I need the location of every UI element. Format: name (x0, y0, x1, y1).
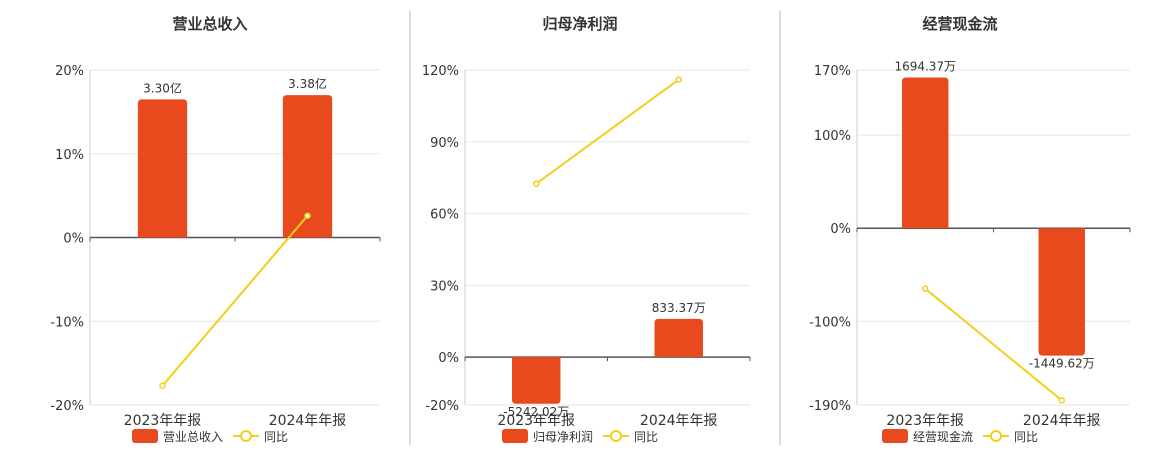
y-tick-label: 90% (430, 136, 459, 151)
yoy-point (533, 180, 540, 187)
x-tick-label: 2024年年报 (269, 413, 347, 429)
bar (282, 95, 333, 238)
y-tick-label: 30% (430, 279, 459, 294)
yoy-line (161, 215, 309, 387)
bar (902, 77, 949, 229)
x-tick-label: 2023年年报 (497, 413, 575, 429)
y-tick-label: 60% (430, 208, 459, 223)
y-tick-label: -10% (50, 315, 84, 330)
bar-value-label: -1449.62万 (1029, 357, 1095, 371)
bar (654, 318, 703, 358)
legend-bar-label: 经营现金流 (913, 429, 973, 444)
bar-value-label: 1694.37万 (894, 59, 956, 73)
legend-line-marker (990, 430, 1002, 442)
bar-value-label: 3.30亿 (143, 80, 182, 95)
legend: 经营现金流 同比 (882, 429, 1038, 444)
legend-line-label: 同比 (634, 430, 658, 444)
legend-line-marker (610, 430, 622, 442)
yoy-line (535, 78, 680, 185)
chart-panel-2: 归母净利润 120% 90% 60% 30% 0% -20% 2023年年报 2024年年报 -5… (422, 15, 751, 444)
yoy-point (159, 382, 166, 389)
legend-line-marker (240, 430, 252, 442)
y-tick-label: 120% (422, 64, 459, 79)
chart-title: 营业总收入 (172, 15, 247, 33)
legend-bar-swatch (132, 429, 158, 443)
y-tick-label: -100% (809, 315, 851, 330)
chart-title: 归母净利润 (542, 15, 617, 33)
chart-panel-1: 营业总收入 20% 10% 0% -10% -20% 2023年年报 2024年年报 3.30亿… (50, 15, 381, 444)
y-tick-label: 0% (63, 232, 84, 247)
legend: 归母净利润 同比 (502, 429, 658, 444)
y-tick-label: 0% (830, 222, 851, 237)
bar (137, 99, 188, 238)
x-tick-label: 2023年年报 (886, 413, 964, 429)
y-tick-label: -190% (809, 399, 851, 414)
bar-value-label: 833.37万 (652, 301, 706, 315)
legend-bar-swatch (882, 429, 908, 443)
y-tick-label: 100% (814, 129, 851, 144)
chart-panel-3: 经营现金流 170% 100% 0% -100% -190% 2023年年报 2024年年报 1… (809, 15, 1131, 444)
yoy-point (922, 285, 929, 292)
x-tick-label: 2024年年报 (1023, 413, 1101, 429)
legend: 营业总收入 同比 (132, 429, 288, 444)
bar (512, 357, 561, 404)
y-tick-label: 170% (814, 64, 851, 79)
x-tick-label: 2024年年报 (640, 413, 718, 429)
y-tick-label: 10% (55, 148, 84, 163)
legend-bar-label: 归母净利润 (533, 430, 593, 444)
x-tick-label: 2023年年报 (124, 413, 202, 429)
bar-value-label: -5242.02万 (503, 405, 569, 419)
yoy-point (304, 212, 311, 219)
y-tick-label: -20% (425, 399, 459, 414)
chart-title: 经营现金流 (922, 15, 997, 33)
legend-line-label: 同比 (1014, 430, 1038, 444)
legend-line-label: 同比 (264, 430, 288, 444)
y-tick-label: 0% (438, 351, 459, 366)
yoy-point (1058, 397, 1065, 404)
legend-bar-swatch (502, 429, 528, 443)
legend-bar-label: 营业总收入 (163, 430, 223, 444)
yoy-point (675, 76, 682, 83)
bar (1038, 228, 1085, 356)
bar-value-label: 3.38亿 (288, 76, 327, 91)
yoy-line (924, 287, 1063, 402)
y-tick-label: 20% (55, 64, 84, 79)
y-tick-label: -20% (50, 399, 84, 414)
